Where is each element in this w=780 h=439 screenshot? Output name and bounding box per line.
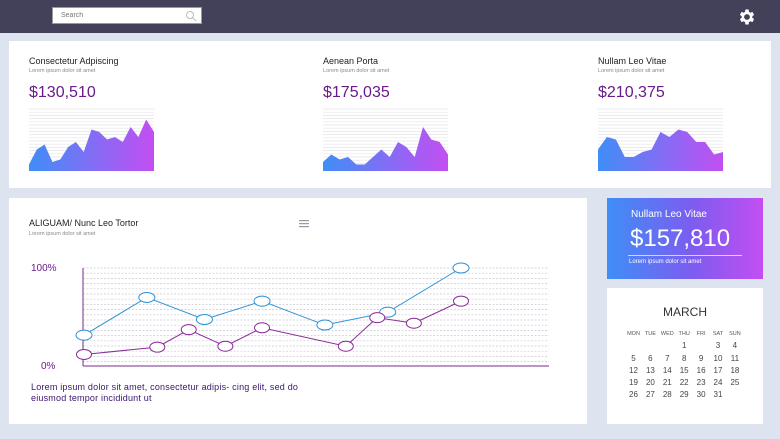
weekday-label: SUN (729, 331, 741, 337)
weekday-label: WED (660, 331, 674, 337)
stat-title: Nullam Leo Vitae (598, 56, 667, 66)
calendar-day[interactable]: 20 (645, 378, 655, 388)
calendar-day[interactable]: 8 (681, 353, 687, 363)
calendar-week: 5 6 7 8 9 10 11 (625, 353, 761, 365)
calendar-weekdays: MON TUE WED THU FRI SAT SUN (625, 328, 761, 340)
calendar-day[interactable]: 13 (645, 365, 655, 375)
stat-title: Consectetur Adpiscing (29, 56, 119, 66)
stat-value: $210,375 (598, 84, 665, 101)
stat-subtitle: Lorem ipsum dolor sit amet (323, 68, 390, 74)
data-point (253, 295, 271, 307)
data-point (217, 340, 234, 352)
calendar-day[interactable]: 28 (662, 390, 672, 400)
calendar-week: 26 27 28 29 30 31 (625, 389, 761, 401)
data-point (453, 295, 469, 307)
data-point (75, 329, 93, 341)
calendar-day[interactable]: 30 (696, 390, 706, 400)
stats-card: Consectetur Adpiscing Lorem ipsum dolor … (9, 41, 771, 188)
search-input[interactable] (53, 8, 181, 23)
calendar-day[interactable]: 4 (732, 341, 738, 351)
divider (628, 255, 742, 256)
top-bar (0, 0, 780, 33)
stat-value: $130,510 (29, 84, 96, 101)
calendar-card: MARCH MON TUE WED THU FRI SAT SUN 1 2 3 4 5 6 7 8 9 10 11… (607, 288, 763, 424)
calendar-day[interactable]: 6 (648, 353, 653, 363)
search-box[interactable] (52, 7, 202, 24)
area-series (323, 127, 448, 171)
calendar-day[interactable]: 7 (665, 353, 670, 363)
calendar-day[interactable]: 24 (713, 378, 723, 388)
highlight-title: Nullam Leo Vitae (631, 209, 707, 220)
menu-icon[interactable] (299, 219, 309, 228)
calendar-day[interactable]: 12 (629, 365, 638, 375)
data-point (337, 340, 354, 352)
data-point (254, 322, 271, 334)
calendar-day[interactable]: 11 (730, 353, 740, 363)
area-chart (323, 108, 448, 171)
calendar-day[interactable]: 14 (662, 365, 672, 375)
search-icon[interactable] (185, 10, 197, 22)
data-point (195, 314, 213, 326)
data-point (316, 319, 334, 331)
calendar-day[interactable]: 9 (698, 353, 704, 363)
calendar-day-selected[interactable]: 2 (693, 339, 710, 353)
highlight-card: Nullam Leo Vitae $157,810 Lorem ipsum do… (607, 198, 763, 279)
calendar-day[interactable]: 19 (629, 378, 638, 388)
highlight-subtitle: Lorem ipsum dolor sit amet (629, 259, 702, 265)
calendar-day[interactable]: 27 (645, 390, 655, 400)
data-point (405, 317, 422, 329)
calendar-day[interactable]: 10 (713, 353, 723, 363)
stat-title: Aenean Porta (323, 56, 379, 66)
calendar-week: 19 20 21 22 23 24 25 (625, 377, 761, 389)
calendar-week: 12 13 14 15 16 17 18 (625, 365, 761, 377)
weekday-label: MON (627, 331, 640, 337)
gear-icon[interactable] (737, 7, 757, 27)
data-point (138, 291, 156, 303)
data-point (76, 348, 92, 360)
weekday-label: TUE (644, 331, 656, 337)
area-chart (29, 108, 154, 171)
highlight-value: $157,810 (630, 225, 731, 252)
weekday-label: THU (678, 331, 690, 337)
stat-subtitle: Lorem ipsum dolor sit amet (598, 68, 665, 74)
weekday-label: FRI (696, 331, 706, 337)
y-tick-label: 0% (41, 361, 56, 372)
y-tick-label: 100% (31, 263, 57, 274)
chart-title: ALIGUAM/ Nunc Leo Tortor (29, 218, 139, 228)
data-point (149, 341, 166, 353)
calendar-day[interactable]: 31 (713, 390, 723, 400)
calendar-month: MARCH (663, 305, 707, 319)
area-series (598, 129, 723, 171)
line-chart: 100% 0% (31, 262, 549, 372)
series-line-2 (83, 300, 462, 355)
stat-value: $175,035 (323, 84, 390, 101)
calendar-day[interactable]: 16 (696, 365, 706, 375)
data-point (452, 262, 470, 274)
data-point (369, 312, 386, 324)
weekday-label: SAT (712, 331, 724, 337)
stat-subtitle: Lorem ipsum dolor sit amet (29, 68, 96, 74)
calendar-grid: MON TUE WED THU FRI SAT SUN 1 2 3 4 5 6 7 8 9 10 11 12 13 14… (625, 328, 761, 402)
area-series (29, 119, 154, 171)
area-chart (598, 108, 723, 171)
data-point (180, 324, 197, 336)
calendar-day[interactable]: 17 (713, 365, 723, 375)
calendar-day[interactable]: 5 (631, 353, 636, 363)
calendar-day[interactable]: 25 (730, 378, 740, 388)
calendar-day[interactable]: 15 (679, 365, 689, 375)
chart-subtitle: Lorem ipsum dolor sit amet (29, 231, 96, 237)
calendar-day[interactable]: 21 (662, 378, 672, 388)
calendar-day[interactable]: 18 (730, 365, 740, 375)
calendar-day[interactable]: 3 (715, 341, 721, 351)
calendar-day[interactable]: 26 (629, 390, 638, 400)
chart-caption: Lorem ipsum dolor sit amet, consectetur … (31, 382, 299, 403)
calendar-day[interactable]: 1 (681, 341, 687, 351)
calendar-day[interactable]: 22 (679, 378, 689, 388)
line-chart-card: ALIGUAM/ Nunc Leo Tortor Lorem ipsum dol… (9, 198, 587, 424)
calendar-day[interactable]: 29 (679, 390, 689, 400)
calendar-day[interactable]: 23 (696, 378, 706, 388)
